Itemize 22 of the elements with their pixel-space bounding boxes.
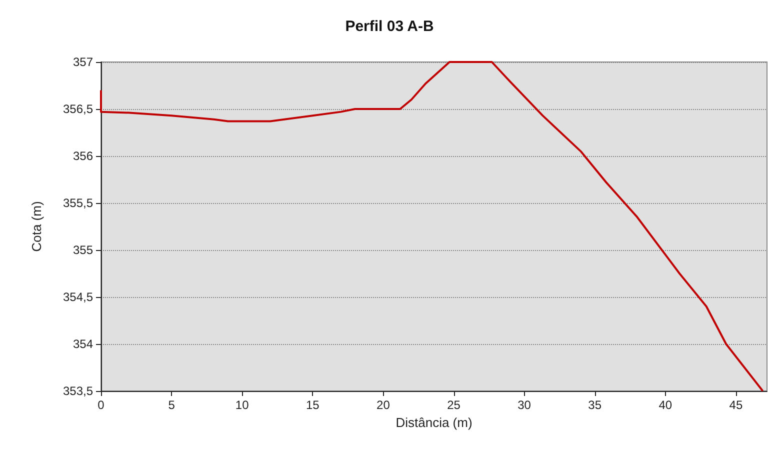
x-tick-label: 35 (588, 398, 602, 412)
chart-title: Perfil 03 A-B (345, 18, 434, 35)
y-tick-label: 354,5 (62, 290, 94, 304)
line-series (100, 61, 764, 392)
y-tick-label: 354 (72, 337, 94, 351)
x-tick-label: 25 (447, 398, 461, 412)
y-tick-label: 357 (72, 55, 94, 69)
x-axis-title: Distância (m) (396, 414, 472, 430)
x-tick-label: 0 (98, 398, 105, 412)
x-tick-label: 30 (518, 398, 532, 412)
x-tick-label: 5 (168, 398, 176, 412)
x-tick-label: 45 (729, 398, 743, 412)
y-tick-label: 355,5 (62, 196, 94, 210)
y-tick-label: 356,5 (62, 102, 94, 116)
y-tick-label: 356 (72, 149, 94, 163)
x-tick-label: 10 (235, 398, 250, 412)
y-axis-title: Cota (m) (29, 201, 44, 252)
x-tick-label: 40 (658, 398, 672, 412)
x-tick-label: 20 (376, 398, 390, 412)
y-tick-label: 353,5 (62, 384, 94, 398)
y-tick-label: 355 (72, 243, 94, 257)
x-tick-label: 15 (306, 398, 320, 412)
